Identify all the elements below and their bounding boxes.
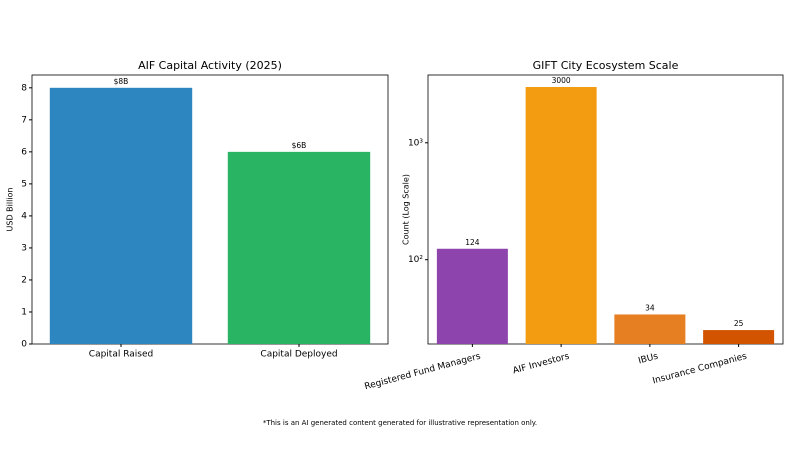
bar [614,314,686,344]
footnote: *This is an AI generated content generat… [263,419,537,427]
y-tick-label: 4 [21,211,27,221]
x-tick-label: Capital Deployed [260,350,337,360]
value-label: 25 [734,319,744,328]
value-label: $6B [292,141,307,150]
x-tick-label: Registered Fund Managers [364,352,483,393]
x-tick-label: IBUs [637,352,659,367]
x-tick-label: AIF Investors [512,352,571,377]
bar [227,151,371,344]
bar [703,330,775,344]
y-tick-label: 3 [21,243,27,253]
chart-title: GIFT City Ecosystem Scale [533,59,679,72]
y-tick-label: 1 [21,307,27,317]
y-tick-label: 5 [21,179,27,189]
bar [525,87,597,345]
value-label: 124 [465,238,480,247]
y-tick-label: 7 [21,115,27,125]
x-tick-label: Capital Raised [89,350,153,360]
y-axis-label: USD Billion [6,188,15,232]
axes-frame [31,74,389,345]
value-label: $8B [114,77,129,86]
y-tick-label: 0 [21,340,27,350]
value-label: 34 [645,303,655,312]
bar [49,87,193,345]
y-axis-label: Count (Log Scale) [402,174,411,245]
chart-title: AIF Capital Activity (2025) [138,59,282,72]
y-tick-label: 10² [408,255,423,265]
axes-frame [427,74,784,345]
y-tick-label: 6 [21,147,27,157]
y-tick-label: 2 [21,275,27,285]
y-tick-label: 10³ [408,138,423,148]
bar [436,248,508,344]
value-label: 3000 [552,76,571,85]
x-tick-label: Insurance Companies [652,352,749,387]
y-tick-label: 8 [21,83,27,93]
